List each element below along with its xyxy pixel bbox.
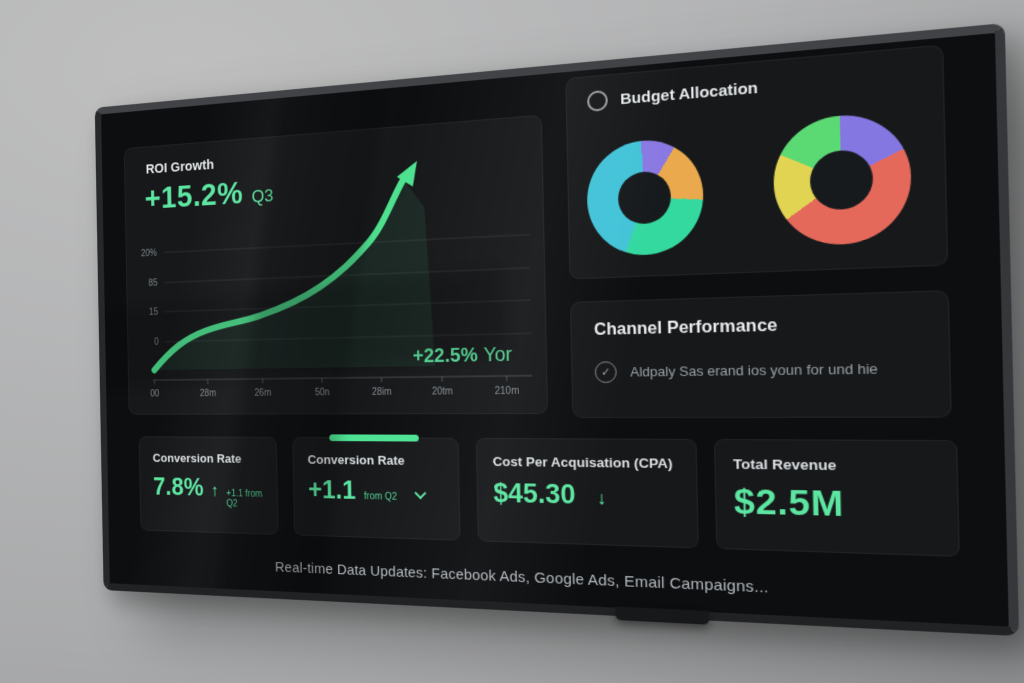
y-axis-label: 0 (154, 337, 159, 347)
kpi-card-value: 7.8% (152, 472, 204, 502)
dashboard-screen: ROI Growth +15.2% Q3 20% 85 15 0 (101, 32, 1009, 627)
x-axis-label: 50n (315, 387, 330, 397)
tv-frame: ROI Growth +15.2% Q3 20% 85 15 0 (94, 23, 1020, 637)
y-axis-label: 15 (149, 307, 158, 317)
kpi-card-value: $45.30 (493, 477, 576, 510)
y-axis-label: 85 (148, 278, 157, 288)
check-circle-icon: ✓ (594, 361, 617, 384)
budget-allocation-panel: Budget Allocation (565, 44, 949, 280)
roi-line-chart: 20% 85 15 0 00 28m 26m 50n (131, 160, 538, 399)
circle-ring-icon (586, 89, 608, 113)
kpi-card-conversion-rate-delta: Conversion Rate +1.1 from Q2 (292, 434, 461, 541)
kpi-card-title: Total Revenue (732, 456, 837, 474)
roi-yoy-label: Yor (483, 343, 513, 367)
roi-area-fill (151, 177, 436, 371)
x-axis-label: 210m (495, 385, 520, 396)
kpi-card-conversion-rate: Conversion Rate 7.8% ↑ +1.1 from Q2 (138, 436, 279, 535)
budget-donut-chart-left (586, 136, 705, 258)
roi-yoy-metric: +22.5% Yor (413, 344, 513, 368)
trend-up-icon: ↑ (210, 480, 219, 500)
y-axis-label: 20% (141, 248, 157, 258)
x-axis-label: 28im (372, 386, 392, 397)
channel-panel-title: Channel Performance (593, 315, 778, 340)
kpi-card-title: Cost Per Acquisation (CPA) (492, 453, 673, 472)
growth-arrow-icon (396, 160, 418, 188)
kpi-card-cpa: Cost Per Acquisation (CPA) $45.30 ↓ (475, 437, 699, 549)
ticker-text: Real-time Data Updates: Facebook Ads, Go… (274, 559, 769, 597)
kpi-card-title: Conversion Rate (152, 450, 242, 466)
channel-status-row: ✓ Aldpaly Sas erand ios youn for und hie (594, 357, 879, 384)
kpi-card-note: from Q2 (363, 491, 398, 503)
kpi-card-note: +1.1 from Q2 (226, 488, 263, 510)
budget-donut-chart-right (772, 110, 913, 248)
budget-panel-title: Budget Allocation (620, 78, 759, 108)
x-axis-label: 00 (150, 389, 159, 399)
roi-growth-panel: ROI Growth +15.2% Q3 20% 85 15 0 (123, 114, 549, 415)
kpi-card-value: $2.5M (733, 481, 845, 525)
x-axis-label: 28m (200, 388, 217, 398)
roi-yoy-value: +22.5% (412, 344, 478, 368)
channel-performance-panel: Channel Performance ✓ Aldpaly Sas erand … (569, 290, 952, 418)
budget-panel-header: Budget Allocation (586, 77, 759, 113)
kpi-card-value: +1.1 (307, 475, 357, 505)
x-axis-label: 26m (254, 388, 271, 398)
channel-status-text: Aldpaly Sas erand ios youn for und hie (630, 360, 879, 380)
x-axis (153, 376, 532, 380)
kpi-card-total-revenue: Total Revenue $2.5M (713, 439, 960, 557)
trend-down-icon: ↓ (596, 487, 607, 509)
green-accent-bar (329, 434, 419, 442)
chevron-down-icon[interactable] (414, 486, 427, 500)
kpi-card-title: Conversion Rate (307, 452, 405, 468)
x-axis-label: 20tm (432, 386, 454, 397)
gridline (163, 235, 529, 253)
